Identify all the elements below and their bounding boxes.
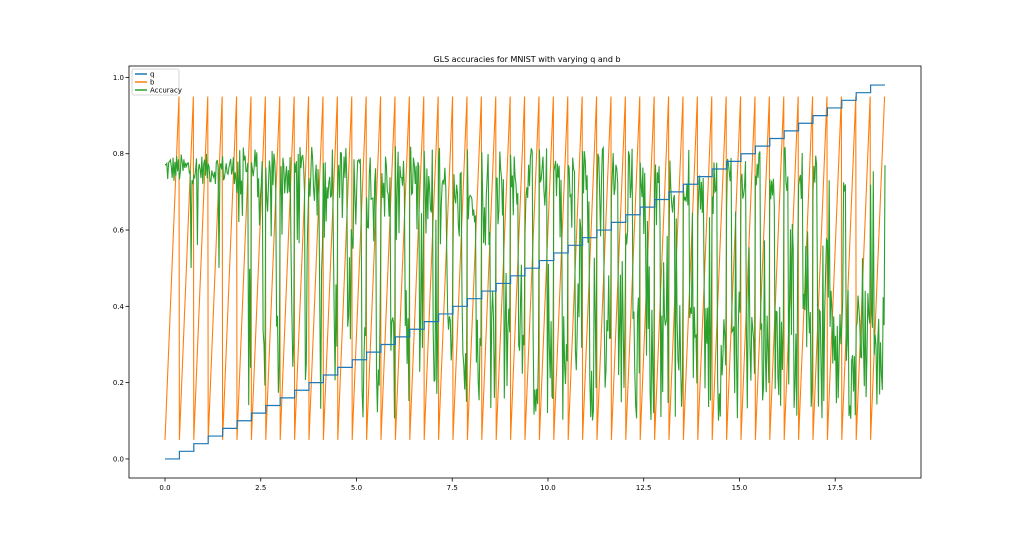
x-tick-label: 0.0 [159,484,170,492]
x-tick-label: 10.0 [540,484,556,492]
y-tick-label: 0.4 [113,303,125,311]
x-tick-label: 7.5 [447,484,458,492]
legend-label: q [150,71,154,79]
y-tick-label: 0.0 [113,455,124,463]
series-line-q [165,84,885,460]
chart-title: GLS accuracies for MNIST with varying q … [433,55,620,64]
x-tick-label: 12.5 [636,484,652,492]
y-tick-label: 0.8 [113,150,124,158]
y-tick-label: 0.6 [113,227,125,235]
y-tick-label: 0.2 [113,379,124,387]
y-tick-label: 1.0 [113,74,124,82]
axes-frame [128,65,922,479]
legend-label: Accuracy [150,87,182,95]
x-tick-label: 5.0 [351,484,362,492]
x-tick-label: 2.5 [255,484,266,492]
legend-box [131,68,180,96]
x-tick-label: 17.5 [827,484,843,492]
x-tick-label: 15.0 [732,484,748,492]
legend-label: b [150,79,155,87]
plot-area [128,65,922,479]
series-line-accuracy [164,145,886,421]
series-layer [164,84,886,460]
y-axis: 0.0 0.2 0.4 0.6 0.8 1.0 [113,74,129,463]
x-axis: 0.0 2.5 5.0 7.5 10.0 12.5 15.0 17.5 [159,478,843,492]
